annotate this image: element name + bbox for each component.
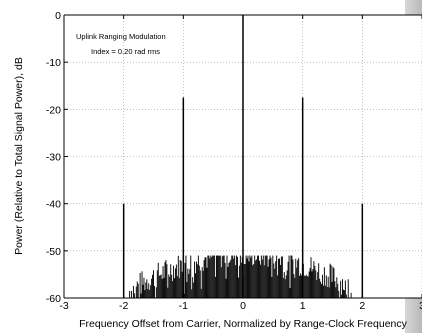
spectral-lines [122,15,364,298]
x-axis-label: Frequency Offset from Carrier, Normalize… [79,318,408,330]
y-tick-label: -60 [46,293,61,305]
x-tick-label: 0 [240,300,246,312]
y-tick-label: -20 [46,104,61,116]
y-tick-label: 0 [55,10,61,22]
x-tick-label: -1 [179,300,188,312]
annotation-line-1: Uplink Ranging Modulation [76,32,166,41]
y-tick-label: -30 [46,152,61,164]
x-tick-label: 2 [359,300,365,312]
y-axis-label: Power (Relative to Total Signal Power), … [13,57,25,255]
y-tick-label: -50 [46,246,61,258]
y-tick-label: -40 [46,199,61,211]
x-tick-label: 3 [419,300,422,312]
y-tick-label: -10 [46,57,61,69]
tick-labels: -3-2-101230-10-20-30-40-50-60 [46,10,422,312]
annotation-line-2: Index = 0.20 rad rms [91,47,160,56]
x-tick-label: 1 [300,300,306,312]
x-tick-label: -2 [119,300,128,312]
x-tick-label: -3 [59,300,68,312]
axes [63,14,422,299]
